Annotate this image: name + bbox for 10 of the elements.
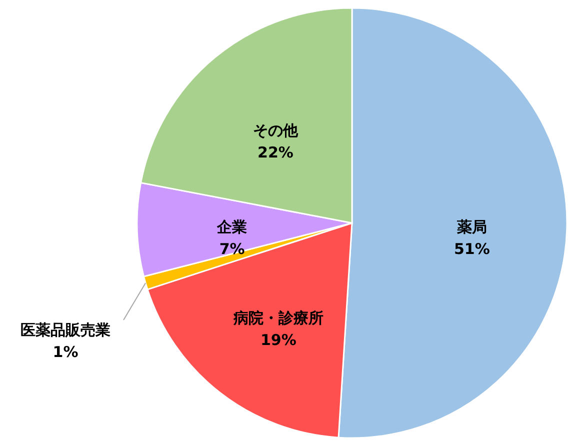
- slice-label: 薬局: [456, 218, 487, 236]
- data-label: 1%: [52, 342, 78, 361]
- slice-label: 医薬品販売業: [20, 320, 111, 339]
- data-label: 7%: [219, 240, 245, 258]
- data-label: 19%: [260, 330, 296, 349]
- data-label: 51%: [454, 240, 490, 258]
- slice-label: その他: [253, 122, 300, 140]
- data-label: 22%: [258, 144, 294, 162]
- slice-label: 企業: [216, 218, 248, 236]
- slice-label: 病院・診療所: [232, 308, 324, 327]
